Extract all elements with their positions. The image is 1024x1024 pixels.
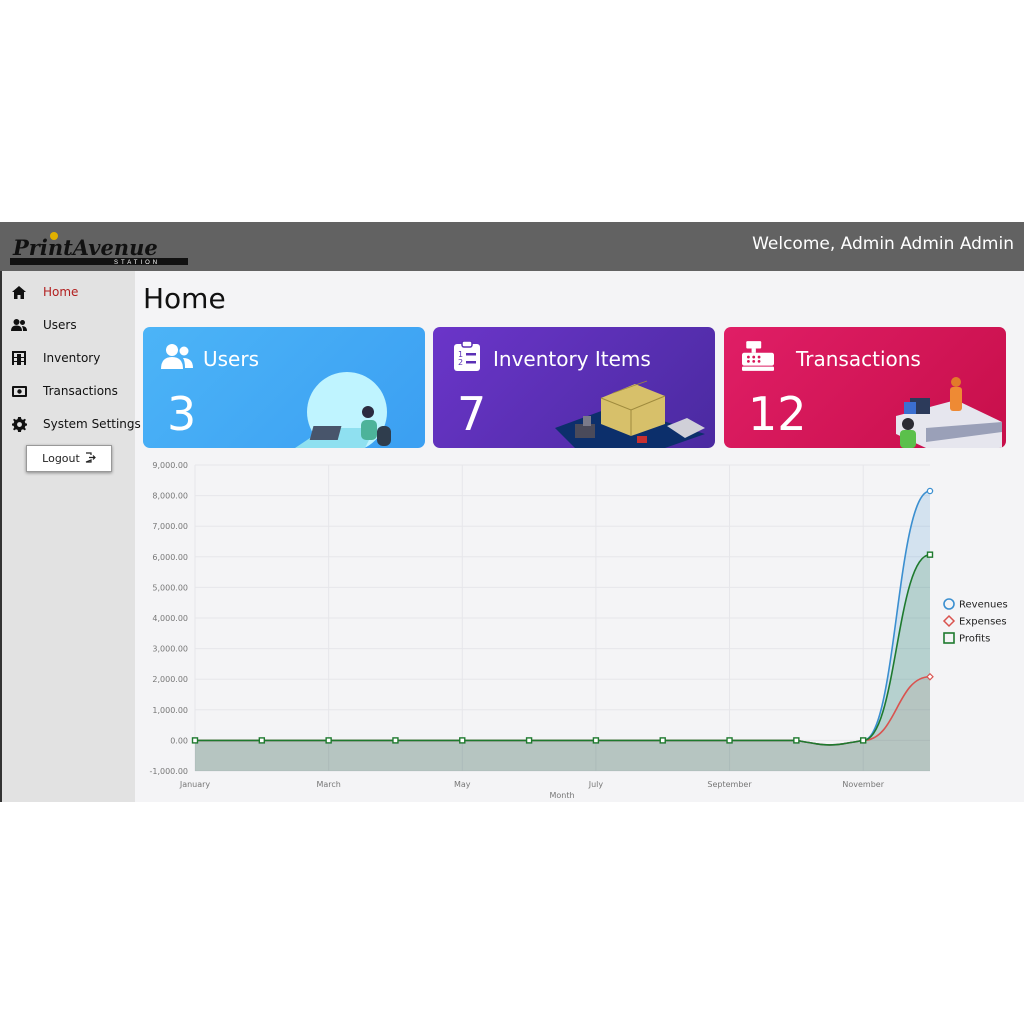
y-axis-ticks: -1,000.00 0.00 1,000.00 2,000.00 3,000.00 4,0… bbox=[149, 461, 188, 776]
data-point bbox=[191, 737, 199, 744]
y-tick-label: 8,000.00 bbox=[152, 492, 188, 501]
series-line bbox=[195, 553, 931, 746]
series-line bbox=[195, 675, 931, 746]
data-point bbox=[459, 737, 466, 744]
legend-label: Revenues bbox=[959, 600, 1008, 611]
data-point bbox=[659, 737, 666, 744]
chart-markers bbox=[191, 487, 934, 744]
data-point bbox=[926, 551, 934, 558]
logout-button[interactable]: Logout bbox=[26, 445, 112, 472]
data-point bbox=[525, 737, 533, 744]
gear-icon bbox=[10, 415, 28, 433]
financial-chart: -1,000.00 0.00 1,000.00 2,000.00 3,000.00 4,0… bbox=[149, 461, 1008, 800]
transactions-card[interactable]: Transactions 12 bbox=[724, 327, 1006, 448]
series-area bbox=[195, 491, 930, 771]
x-tick-label: November bbox=[842, 780, 884, 789]
logout-icon bbox=[85, 451, 96, 466]
transactions-icon bbox=[10, 382, 28, 400]
sidebar-item-home[interactable]: Home bbox=[10, 280, 135, 304]
x-tick-label: September bbox=[707, 780, 752, 789]
data-point bbox=[859, 737, 867, 744]
sidebar: Home Users Inventory Transactions System… bbox=[0, 271, 141, 802]
data-point bbox=[258, 737, 266, 744]
svg-text:2: 2 bbox=[458, 358, 463, 367]
y-tick-label: 5,000.00 bbox=[152, 583, 188, 592]
y-tick-label: 1,000.00 bbox=[152, 706, 188, 715]
y-tick-label: 6,000.00 bbox=[152, 553, 188, 562]
inventory-icon bbox=[10, 349, 28, 367]
person-at-desk-illustration bbox=[295, 372, 391, 448]
data-point bbox=[392, 737, 399, 744]
sidebar-item-label: Users bbox=[43, 318, 77, 332]
top-bar: PrintAvenue STATION Welcome, Admin Admin… bbox=[0, 222, 1024, 271]
warehouse-boxes-illustration bbox=[555, 380, 705, 448]
data-point bbox=[325, 737, 332, 744]
y-tick-label: 3,000.00 bbox=[152, 645, 188, 654]
legend-marker bbox=[943, 632, 955, 644]
y-tick-label: 0.00 bbox=[170, 736, 188, 745]
y-tick-label: 9,000.00 bbox=[152, 461, 188, 470]
logout-label: Logout bbox=[42, 452, 80, 465]
logo-text: PrintAvenue bbox=[12, 235, 158, 260]
sidebar-item-users[interactable]: Users bbox=[10, 313, 135, 337]
x-tick-label: January bbox=[179, 780, 211, 789]
cash-register-icon bbox=[742, 341, 774, 371]
y-tick-label: 4,000.00 bbox=[152, 614, 188, 623]
y-tick-label: 7,000.00 bbox=[152, 522, 188, 531]
logo-subtext: STATION bbox=[114, 260, 160, 266]
clipboard-list-icon: 12 bbox=[454, 341, 480, 371]
home-icon bbox=[10, 283, 28, 301]
x-tick-label: May bbox=[454, 780, 471, 789]
x-axis-label: Month bbox=[549, 791, 574, 800]
data-point bbox=[726, 737, 733, 744]
series-area bbox=[195, 676, 930, 771]
x-tick-label: March bbox=[316, 780, 340, 789]
users-icon bbox=[161, 344, 193, 369]
card-value: 12 bbox=[748, 387, 807, 441]
card-value: 7 bbox=[457, 387, 487, 441]
card-title: Inventory Items bbox=[493, 347, 651, 371]
sidebar-item-transactions[interactable]: Transactions bbox=[10, 379, 135, 403]
sidebar-item-label: Home bbox=[43, 285, 79, 299]
x-tick-label: July bbox=[588, 780, 604, 789]
users-icon bbox=[10, 316, 28, 334]
svg-text:1: 1 bbox=[458, 350, 463, 359]
card-title: Users bbox=[203, 347, 260, 371]
legend-marker bbox=[942, 614, 956, 628]
sidebar-item-label: Transactions bbox=[43, 384, 118, 398]
legend-marker bbox=[943, 598, 955, 610]
chart-legend: Revenues Expenses Profits bbox=[942, 598, 1008, 645]
data-point bbox=[926, 487, 934, 495]
sidebar-item-system-settings[interactable]: System Settings bbox=[10, 412, 141, 436]
sidebar-item-inventory[interactable]: Inventory bbox=[10, 346, 135, 370]
x-axis-ticks: January March May July September November bbox=[179, 780, 885, 789]
sidebar-item-label: System Settings bbox=[43, 417, 141, 431]
users-card[interactable]: Users 3 bbox=[143, 327, 425, 448]
y-tick-label: -1,000.00 bbox=[149, 767, 188, 776]
data-point bbox=[793, 737, 800, 744]
logo: PrintAvenue STATION bbox=[10, 232, 188, 266]
chart-areas bbox=[195, 491, 930, 771]
checkout-counter-illustration bbox=[896, 377, 1002, 448]
legend-label: Expenses bbox=[959, 617, 1007, 628]
data-point bbox=[926, 672, 934, 681]
app-window: PrintAvenue STATION Welcome, Admin Admin… bbox=[0, 222, 1024, 802]
page-title: Home bbox=[143, 282, 226, 315]
welcome-text: Welcome, Admin Admin Admin bbox=[752, 234, 1014, 254]
chart-grid bbox=[194, 464, 930, 772]
card-title: Transactions bbox=[796, 347, 921, 371]
y-tick-label: 2,000.00 bbox=[152, 675, 188, 684]
data-point bbox=[592, 737, 600, 744]
series-area bbox=[195, 554, 930, 771]
card-value: 3 bbox=[167, 387, 197, 441]
legend-label: Profits bbox=[959, 634, 990, 645]
sidebar-item-label: Inventory bbox=[43, 351, 101, 365]
